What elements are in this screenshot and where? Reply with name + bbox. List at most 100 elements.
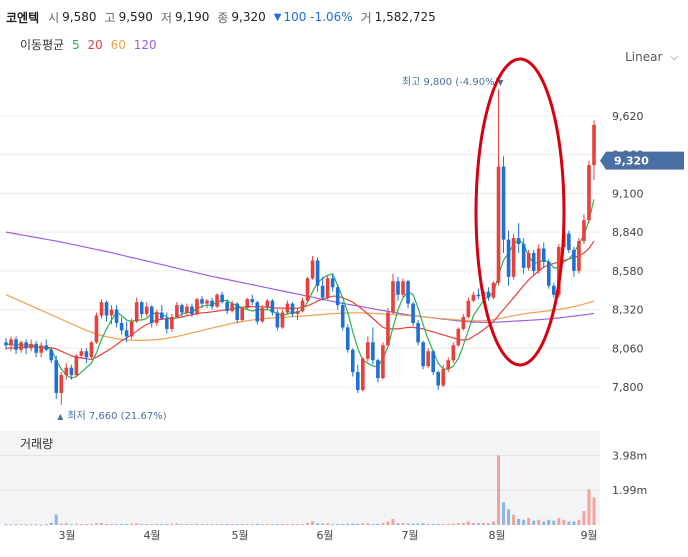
- candle-body: [79, 351, 84, 356]
- current-price-tag: [600, 151, 684, 170]
- candle-body: [170, 317, 174, 329]
- volume-bar: [426, 523, 430, 525]
- volume-bar: [145, 523, 149, 525]
- volume-bar: [200, 524, 204, 526]
- volume-bar: [416, 523, 420, 525]
- candlesticks: [4, 89, 596, 405]
- moving-average-legend[interactable]: 이동평균 5 20 60 120: [20, 36, 161, 53]
- volume-bar: [235, 524, 239, 526]
- volume-bar: [9, 524, 13, 526]
- candle-body: [165, 318, 169, 329]
- volume-bar: [471, 522, 475, 525]
- volume-tick-label: 3.98m: [612, 449, 647, 462]
- candle-body: [205, 300, 209, 304]
- volume-bar: [14, 524, 18, 526]
- min-price-annotation: 최저 7,660 (21.67%): [67, 410, 166, 422]
- volume-bar: [316, 523, 320, 525]
- candle-body: [19, 342, 23, 350]
- volume-bar: [376, 523, 380, 525]
- volume-bar: [290, 524, 294, 526]
- volume-bar: [466, 521, 470, 525]
- volume-bar: [592, 497, 596, 525]
- volume-bar: [512, 514, 516, 525]
- volume-bar: [270, 524, 274, 526]
- candle-body: [577, 241, 581, 271]
- candle-body: [506, 239, 511, 277]
- candle-body: [441, 369, 446, 386]
- volume-bar: [285, 524, 289, 526]
- candle-body: [159, 312, 164, 319]
- candle-body: [391, 281, 395, 313]
- candle-body: [557, 247, 561, 295]
- y-tick-label: 8,580: [612, 265, 644, 278]
- volume-bar: [311, 521, 315, 525]
- candle-body: [190, 306, 194, 315]
- volume-bar: [280, 524, 284, 526]
- candle-body: [34, 343, 38, 353]
- candle-body: [24, 342, 28, 349]
- candle-body: [64, 367, 69, 376]
- candle-body: [185, 306, 189, 313]
- volume-bar: [441, 524, 445, 526]
- moving-average-lines: [5, 199, 595, 379]
- candle-body: [149, 306, 154, 323]
- candle-body: [466, 300, 471, 318]
- volume-bar: [411, 523, 415, 525]
- candle-body: [44, 345, 49, 350]
- candle-body: [376, 360, 380, 379]
- y-tick-label: 7,800: [612, 381, 644, 394]
- candle-body: [89, 342, 94, 358]
- candle-body: [180, 305, 184, 313]
- volume-bar: [39, 524, 43, 526]
- volume-bar: [572, 521, 576, 525]
- volume-bar: [180, 524, 184, 526]
- volume-bar: [69, 524, 73, 526]
- volume-bar: [381, 523, 385, 525]
- volume-bar: [542, 521, 546, 525]
- candle-body: [295, 311, 300, 315]
- candle-body: [541, 248, 546, 262]
- candle-body: [340, 305, 345, 328]
- candle-body: [69, 367, 74, 376]
- volume-bar: [185, 523, 189, 525]
- y-tick-label: 9,620: [612, 110, 644, 123]
- candle-body: [114, 309, 119, 323]
- volume-bar: [577, 519, 581, 525]
- volume-bar: [301, 523, 305, 525]
- candle-body: [426, 351, 430, 367]
- volume-bar: [195, 523, 199, 525]
- volume-bars: [4, 455, 596, 526]
- candle-body: [154, 312, 159, 323]
- candle-body: [401, 281, 405, 295]
- volume-bar: [557, 518, 561, 525]
- volume-bar: [150, 524, 154, 526]
- candle-body: [476, 294, 481, 297]
- volume-bar: [84, 524, 88, 526]
- volume-bar: [99, 522, 103, 525]
- x-tick-label: 4월: [143, 529, 160, 542]
- low-label: 저: [160, 10, 172, 25]
- candle-body: [511, 238, 516, 277]
- x-tick-label: 6월: [316, 529, 333, 542]
- scale-selector[interactable]: Linear ⌵: [625, 50, 678, 64]
- ma120-line: [5, 231, 595, 323]
- candle-body: [496, 166, 501, 283]
- candle-body: [587, 165, 591, 221]
- candle-body: [406, 281, 410, 304]
- candle-body: [471, 294, 476, 301]
- volume-bar: [552, 520, 556, 525]
- x-tick-label: 7월: [401, 529, 418, 542]
- highlight-ellipse: [474, 57, 566, 367]
- volume-bar: [567, 521, 571, 525]
- candle-body: [521, 244, 526, 268]
- close-value: 9,320: [231, 10, 266, 24]
- volume-bar: [120, 523, 124, 525]
- ma-5-label: 5: [72, 38, 80, 52]
- volume-bar: [502, 502, 506, 525]
- volume-bar: [265, 524, 269, 526]
- volume-bar: [275, 523, 279, 525]
- volume-bar: [507, 509, 511, 525]
- volume-bar: [155, 523, 159, 525]
- y-tick-label: 8,840: [612, 226, 644, 239]
